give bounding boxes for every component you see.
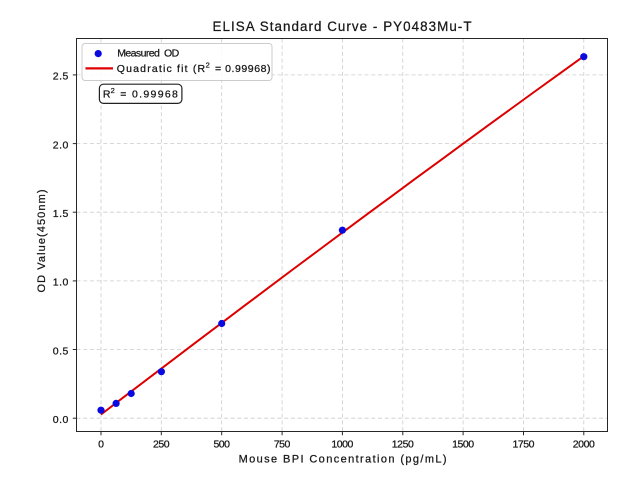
svg-text:= 0.99968): = 0.99968) [212,63,271,75]
svg-text:= 0.99968: = 0.99968 [116,89,178,101]
svg-text:750: 750 [274,439,291,451]
svg-text:0.5: 0.5 [53,345,69,357]
svg-text:500: 500 [213,439,230,451]
svg-text:OD Value(450nm): OD Value(450nm) [36,190,48,293]
svg-text:Mouse BPI Concentration (pg/mL: Mouse BPI Concentration (pg/mL) [239,453,447,465]
svg-text:1250: 1250 [392,439,414,451]
svg-text:1.0: 1.0 [53,277,69,289]
svg-text:0: 0 [98,439,104,451]
svg-text:0.0: 0.0 [53,414,69,426]
svg-text:ELISA Standard Curve - PY0483M: ELISA Standard Curve - PY0483Mu-T [213,19,472,34]
svg-text:2000: 2000 [573,439,595,451]
svg-text:250: 250 [153,439,170,451]
svg-text:1000: 1000 [331,439,353,451]
svg-text:1500: 1500 [452,439,474,451]
svg-text:2: 2 [111,86,115,95]
svg-text:2.0: 2.0 [53,139,69,151]
svg-text:1750: 1750 [513,439,535,451]
svg-text:1.5: 1.5 [53,208,69,220]
svg-text:2: 2 [206,61,210,70]
svg-text:Measured OD: Measured OD [117,47,179,59]
svg-text:R: R [103,89,111,101]
svg-text:2.5: 2.5 [53,71,69,83]
svg-text:Quadratic fit (R: Quadratic fit (R [117,63,206,75]
